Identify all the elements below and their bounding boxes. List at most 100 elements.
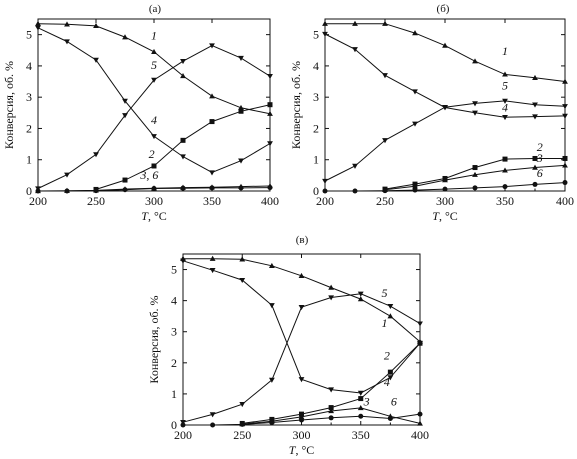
data-point-1: [387, 313, 394, 319]
data-point-5: [209, 267, 216, 274]
data-point-4: [417, 321, 423, 327]
data-point-3: [298, 414, 305, 420]
data-point-4: [35, 25, 41, 31]
data-point-6: [151, 185, 157, 191]
y-tick-label: 5: [313, 28, 319, 42]
data-point-4: [562, 113, 568, 119]
data-point-4: [239, 401, 246, 408]
x-tick-label: 300: [293, 428, 311, 442]
data-point-5: [382, 138, 388, 144]
data-point-1: [298, 272, 305, 278]
data-point-5: [93, 152, 99, 158]
data-point-4: [382, 73, 388, 79]
data-point-4: [532, 114, 538, 120]
series-5: [35, 43, 273, 192]
panel-label: (а): [149, 3, 162, 15]
data-point-4: [298, 304, 305, 311]
x-tick-label: 300: [436, 194, 454, 208]
plot-frame: [182, 253, 421, 426]
data-point-1: [93, 22, 99, 29]
series-4: [322, 31, 568, 121]
data-point-3: [417, 420, 423, 426]
data-point-2: [122, 177, 128, 183]
data-point-6: [209, 185, 215, 191]
series-5: [322, 98, 568, 184]
series-number-label: 2: [384, 349, 390, 363]
x-axis-symbol: T: [289, 443, 297, 457]
data-point-5: [151, 77, 157, 83]
x-tick-label: 350: [203, 194, 221, 208]
x-tick-label: 250: [233, 428, 251, 442]
series-number-label: 3: [536, 151, 543, 165]
data-point-3: [502, 167, 508, 173]
series-number-label: 6: [537, 166, 543, 180]
x-tick-label: 250: [376, 194, 394, 208]
x-axis-label: T, °C: [432, 209, 458, 223]
x-tick-label: 350: [496, 194, 514, 208]
data-point-1: [442, 42, 448, 48]
series-number-label: 2: [149, 147, 155, 161]
data-point-6: [93, 188, 99, 194]
x-tick-label: 400: [556, 194, 574, 208]
y-tick-label: 2: [171, 356, 177, 370]
y-tick-label: 4: [26, 59, 32, 73]
data-point-6: [328, 415, 334, 421]
data-point-6: [35, 188, 41, 194]
data-point-5: [64, 172, 70, 178]
x-tick-label: 250: [87, 194, 105, 208]
data-point-6: [64, 188, 70, 194]
x-tick-label: 300: [145, 194, 163, 208]
series-number-label: 3, 6: [139, 168, 158, 182]
data-point-4: [357, 291, 364, 297]
data-point-5: [180, 59, 186, 65]
series-number-label: 4: [384, 375, 390, 389]
data-point-1: [328, 284, 335, 290]
y-tick-label: 0: [26, 184, 32, 198]
y-tick-label: 5: [26, 28, 32, 42]
data-point-6: [562, 180, 568, 186]
data-point-5: [387, 375, 394, 381]
y-tick-label: 5: [171, 263, 177, 277]
data-point-2: [562, 155, 568, 161]
data-point-6: [358, 413, 364, 419]
y-tick-label: 4: [313, 59, 319, 73]
y-tick-label: 3: [171, 325, 177, 339]
series-1: [322, 20, 568, 84]
x-tick-label: 200: [316, 194, 334, 208]
data-point-2: [387, 369, 393, 375]
data-point-2: [151, 163, 157, 169]
data-point-6: [180, 185, 186, 191]
data-point-6: [472, 185, 478, 191]
x-axis-symbol: T: [141, 209, 149, 223]
series-line-2: [95, 104, 271, 190]
data-point-1: [382, 20, 388, 26]
x-axis-label: T, °C: [289, 443, 315, 457]
panel-label: (в): [296, 234, 309, 246]
series-number-label: 5: [502, 78, 508, 92]
series-6: [180, 411, 423, 428]
series-number-label: 2: [537, 140, 543, 154]
data-point-5: [532, 102, 538, 108]
series-line-1: [325, 23, 566, 82]
y-tick-label: 2: [26, 121, 32, 135]
data-point-6: [387, 415, 393, 421]
series-4: [180, 291, 423, 426]
y-axis-label: Конверсия, об. %: [147, 295, 161, 383]
data-point-5: [357, 390, 364, 396]
data-point-6: [269, 420, 275, 426]
data-point-6: [322, 188, 328, 194]
series-1: [180, 255, 423, 344]
series-number-label: 4: [151, 113, 157, 127]
data-point-1: [122, 34, 128, 40]
series-4: [35, 25, 273, 176]
data-point-1: [268, 262, 275, 268]
x-axis-unit: , °C: [148, 209, 167, 223]
data-point-4: [209, 412, 216, 418]
data-point-3: [532, 164, 538, 170]
series-2: [93, 102, 273, 192]
data-point-1: [35, 20, 41, 26]
y-tick-label: 1: [26, 153, 32, 167]
data-point-5: [238, 55, 244, 61]
data-point-4: [322, 31, 328, 37]
